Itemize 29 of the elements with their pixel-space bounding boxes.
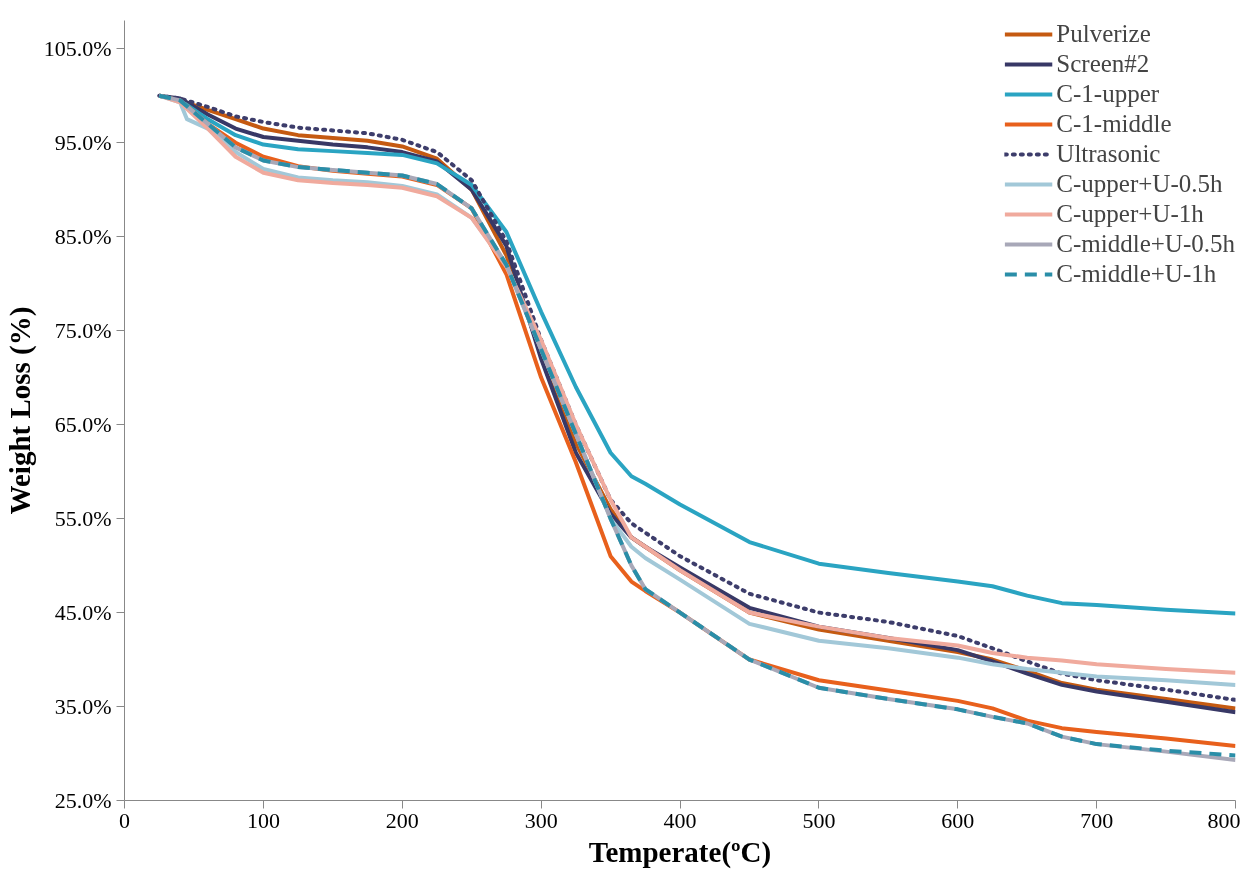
x-tick-label: 400 xyxy=(663,807,697,833)
x-tick-label: 200 xyxy=(385,807,419,833)
x-tick-label: 500 xyxy=(802,807,836,833)
legend-label: C-upper+U-1h xyxy=(1056,200,1204,228)
x-tick-label: 100 xyxy=(246,807,280,833)
legend-label: C-upper+U-0.5h xyxy=(1056,170,1223,198)
y-axis-title: Weight Loss (%) xyxy=(3,306,37,515)
legend-label: C-1-upper xyxy=(1056,80,1160,108)
legend-label: C-middle+U-0.5h xyxy=(1056,230,1235,258)
y-tick-label: 95.0% xyxy=(54,130,112,156)
y-tick-label: 105.0% xyxy=(43,36,112,62)
legend-label: C-1-middle xyxy=(1056,110,1172,138)
y-tick-label: 55.0% xyxy=(54,506,112,532)
y-tick-label: 35.0% xyxy=(54,694,112,720)
legend-label: Pulverize xyxy=(1056,20,1151,48)
x-axis-title: Temperate(ºC) xyxy=(588,835,772,869)
x-tick-label: 0 xyxy=(119,807,130,833)
legend-label: Screen#2 xyxy=(1056,50,1150,78)
x-tick-label: 300 xyxy=(524,807,558,833)
x-tick-label: 700 xyxy=(1080,807,1114,833)
x-tick-label: 800 xyxy=(1207,807,1241,833)
legend-label: C-middle+U-1h xyxy=(1056,260,1217,288)
x-tick-label: 600 xyxy=(941,807,975,833)
y-tick-label: 25.0% xyxy=(54,788,112,813)
y-tick-label: 45.0% xyxy=(54,600,112,626)
legend-label: Ultrasonic xyxy=(1056,140,1161,168)
y-tick-label: 65.0% xyxy=(54,412,112,438)
y-tick-label: 85.0% xyxy=(54,224,112,250)
y-tick-label: 75.0% xyxy=(54,318,112,344)
